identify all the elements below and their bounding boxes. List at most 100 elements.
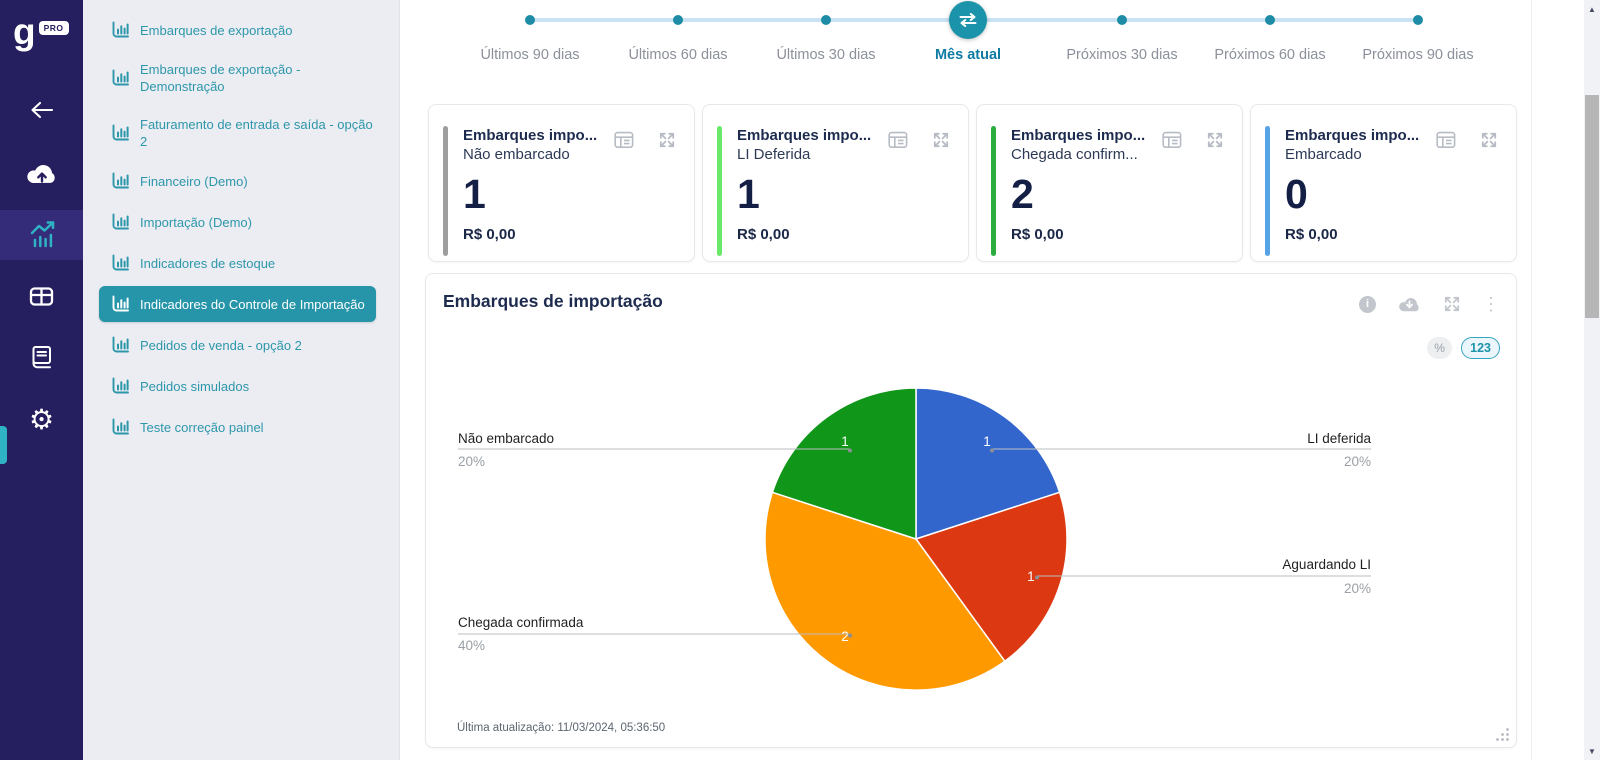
callout-dot [1035,575,1039,580]
timeline-stop-ultimos-90[interactable] [525,15,535,25]
card-value: 0 [1285,171,1308,217]
pie-chart[interactable]: 1 1 2 1 Não embarcado 20% LI deferida 20% A… [426,329,1518,729]
expand-icon[interactable] [1443,295,1461,313]
bar-chart-icon [110,171,130,191]
callout-label: Aguardando LI [1282,557,1371,572]
value-mode-toggle: % 123 [1427,337,1500,359]
scroll-down-arrow[interactable]: ▼ [1588,746,1596,756]
rail-item-docs[interactable] [0,333,83,383]
rail-item-tables[interactable] [0,271,83,321]
pie-slice-li-deferida[interactable] [915,387,1061,541]
pie-slice-aguardando-li[interactable] [914,491,1068,663]
timeline-label[interactable]: Próximos 30 dias [1066,47,1178,63]
page-scrollbar[interactable]: ▲ ▼ [1584,0,1600,760]
rail-item-dashboards[interactable] [0,210,83,464]
card-expand-icon[interactable] [932,131,950,154]
card-expand-icon[interactable] [1206,131,1224,154]
card-value: 1 [737,171,760,217]
pie-slice-value: 1 [983,434,991,449]
card-amount: R$ 0,00 [1285,226,1338,243]
sidebar-item-label: Pedidos de venda - opção 2 [140,337,302,353]
last-update-text: Última atualização: 11/03/2024, 05:36:50 [457,722,666,734]
sidebar-item-faturamento[interactable]: Faturamento de entrada e saída - opção 2 [99,108,391,158]
timeline-label[interactable]: Próximos 90 dias [1362,47,1474,63]
timeline-stop-proximos-60[interactable] [1265,15,1275,25]
sidebar-item-pedidos-venda[interactable]: Pedidos de venda - opção 2 [99,327,313,363]
card-color-bar [991,126,996,256]
kebab-menu-icon[interactable]: ⋮ [1482,294,1500,314]
callout-percent: 20% [1344,454,1371,469]
timeline-stop-proximos-30[interactable] [1117,15,1127,25]
sidebar-item-embarques-exportacao[interactable]: Embarques de exportação [99,12,303,48]
timeline-label[interactable]: Próximos 60 dias [1214,47,1326,63]
card-subtitle: Chegada confirm... [1011,146,1138,163]
sidebar-item-indicadores-controle-importacao[interactable]: Indicadores do Controle de Importação [99,286,376,322]
scrollbar-thumb[interactable] [1585,95,1599,318]
bar-chart-icon [110,20,130,40]
download-icon[interactable] [1397,295,1422,313]
sidebar-item-indicadores-estoque[interactable]: Indicadores de estoque [99,245,286,281]
timeline-stop-ultimos-30[interactable] [821,15,831,25]
percent-toggle-button[interactable]: % [1427,337,1453,359]
sidebar-item-importacao-demo[interactable]: Importação (Demo) [99,204,263,240]
bar-chart-icon [110,335,130,355]
card-subtitle: Embarcado [1285,146,1362,163]
card-table-icon[interactable] [888,131,908,154]
rail-item-settings[interactable]: ⚙ [0,395,83,445]
sidebar-item-pedidos-simulados[interactable]: Pedidos simulados [99,368,260,404]
card-expand-icon[interactable] [1480,131,1498,154]
kpi-cards-row: Embarques impo... Não embarcado 1 R$ 0,0… [428,104,1517,262]
card-title: Embarques impo... [1011,127,1146,144]
sidebar-item-financeiro[interactable]: Financeiro (Demo) [99,163,259,199]
app-logo[interactable]: g PRO [13,12,69,52]
sidebar-item-teste-correcao[interactable]: Teste correção painel [99,409,275,445]
sidebar-item-label: Embarques de exportação - Demonstração [140,62,301,94]
card-title: Embarques impo... [463,127,598,144]
timeline-label[interactable]: Últimos 90 dias [480,47,580,63]
panel-title: Embarques de importação [443,291,663,311]
kpi-card-li-deferida: Embarques impo... LI Deferida 1 R$ 0,00 [702,104,969,262]
card-subtitle: Não embarcado [463,146,570,163]
collapse-sidebar-button[interactable] [0,85,83,135]
card-color-bar [717,126,722,256]
cloud-upload-icon [26,164,55,183]
scroll-up-arrow[interactable]: ▲ [1588,4,1596,14]
sidebar-item-label: Faturamento de entrada e saída - opção 2 [140,117,373,149]
sidebar-item-label: Financeiro (Demo) [140,173,248,189]
sidebar-item-label: Teste correção painel [140,419,264,435]
timeline-stop-ultimos-60[interactable] [673,15,683,25]
info-icon[interactable]: i [1359,295,1376,313]
dashboards-sidebar: Embarques de exportação Embarques de exp… [83,0,400,760]
sidebar-item-embarques-exportacao-demo[interactable]: Embarques de exportação - Demonstração [99,53,391,103]
card-table-icon[interactable] [1436,131,1456,154]
pie-slice-chegada-confirmada[interactable] [764,491,1006,691]
bar-chart-icon [110,212,130,232]
numeric-toggle-button[interactable]: 123 [1461,337,1500,359]
card-amount: R$ 0,00 [1011,226,1064,243]
timeline-label-current[interactable]: Mês atual [934,47,1002,63]
pie-slice-não-embarcado[interactable] [771,387,917,541]
timeline-current-handle[interactable] [949,1,987,39]
card-table-icon[interactable] [1162,131,1182,154]
callout-percent: 20% [458,454,485,469]
timeline-label[interactable]: Últimos 30 dias [776,47,876,63]
gear-icon: ⚙ [28,404,55,435]
card-table-icon[interactable] [614,131,634,154]
callout-label: Não embarcado [458,431,554,446]
sidebar-item-label: Importação (Demo) [140,214,252,230]
grid-icon [29,286,54,306]
resize-handle[interactable] [1495,727,1510,742]
upload-button[interactable] [0,148,83,198]
card-expand-icon[interactable] [658,131,676,154]
pro-badge: PRO [38,21,69,35]
card-amount: R$ 0,00 [737,226,790,243]
kpi-card-chegada-confirmada: Embarques impo... Chegada confirm... 2 R… [976,104,1243,262]
callout-label: LI deferida [1307,431,1371,446]
logo-letter: g [13,11,36,52]
callout-dot [848,448,852,453]
bar-chart-icon [110,376,130,396]
swap-arrows-icon [959,13,977,27]
timeline-stop-proximos-90[interactable] [1413,15,1423,25]
card-color-bar [1265,126,1270,256]
timeline-label[interactable]: Últimos 60 dias [628,47,728,63]
